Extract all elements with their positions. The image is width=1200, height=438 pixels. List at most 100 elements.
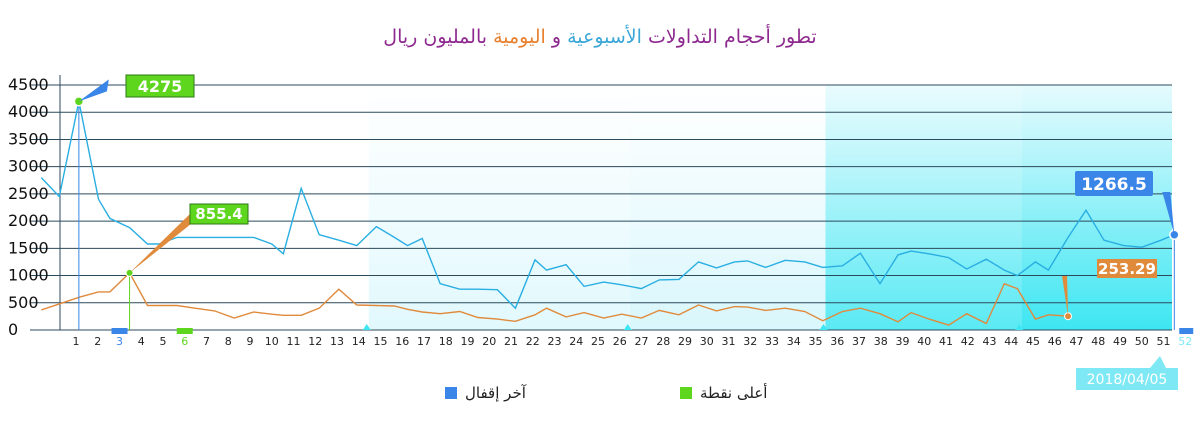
band-marker xyxy=(362,324,371,330)
background-band xyxy=(825,85,1022,330)
x-tick-label: 17 xyxy=(417,335,431,348)
last-weekly-box xyxy=(1075,171,1153,196)
x-tick-label: 11 xyxy=(287,335,301,348)
peak-weekly-box xyxy=(125,74,195,98)
peak-weekly-pointer xyxy=(78,79,109,102)
x-tick-label: 28 xyxy=(656,335,670,348)
background-band xyxy=(368,85,630,330)
y-tick-label: 3500 xyxy=(8,129,49,148)
peak-weekly-label: 4275 xyxy=(138,77,183,96)
x-tick-label: 36 xyxy=(830,335,844,348)
legend-highest-point: أعلى نقطة xyxy=(680,384,767,402)
x-tick-label: 51 xyxy=(1157,335,1171,348)
x-tick-label: 19 xyxy=(461,335,475,348)
plot-background xyxy=(368,85,1172,330)
x-tick-label: 8 xyxy=(225,335,232,348)
x-tick-label: 41 xyxy=(939,335,953,348)
x-tick-label: 7 xyxy=(203,335,210,348)
peak-daily-box xyxy=(189,203,249,225)
week6-marker xyxy=(176,328,193,334)
y-tick-label: 1000 xyxy=(8,266,49,285)
x-axis: 1 2 3 4 5 6 7 8 9 10 11 12 13 14 15 16 17 18 19 20 21 22 23 24 2… xyxy=(73,324,1194,348)
date-label: 2018/04/05 xyxy=(1087,372,1168,388)
legend-label-last-close: آخر إقفال xyxy=(465,384,526,402)
x-tick-label: 42 xyxy=(961,335,975,348)
x-tick-label: 33 xyxy=(765,335,779,348)
week52-marker xyxy=(1179,328,1194,334)
x-tick-label: 3 xyxy=(116,335,123,348)
x-tick-label: 25 xyxy=(591,335,605,348)
x-tick-label: 29 xyxy=(678,335,692,348)
band-marker xyxy=(1015,324,1024,330)
x-tick-label: 47 xyxy=(1070,335,1084,348)
x-tick-label: 49 xyxy=(1113,335,1127,348)
title-part-3: و xyxy=(551,26,562,48)
y-tick-label: 3000 xyxy=(8,157,49,176)
x-tick-label: 26 xyxy=(613,335,627,348)
x-tick-label: 9 xyxy=(247,335,254,348)
x-tick-label: 44 xyxy=(1004,335,1018,348)
title-part-5: بالمليون ريال xyxy=(383,26,488,48)
x-tick-label: 43 xyxy=(983,335,997,348)
x-tick-label: 39 xyxy=(896,335,910,348)
band-marker xyxy=(819,324,828,330)
peak-daily-label: 855.4 xyxy=(195,205,242,223)
x-tick-label: 37 xyxy=(852,335,866,348)
x-tick-label: 35 xyxy=(809,335,823,348)
background-band xyxy=(629,85,826,330)
week3-marker xyxy=(111,328,128,334)
background-band xyxy=(1021,85,1172,330)
y-tick-label: 4500 xyxy=(8,75,49,94)
x-tick-label: 20 xyxy=(482,335,496,348)
y-tick-label: 4000 xyxy=(8,102,49,121)
x-tick-label: 50 xyxy=(1135,335,1149,348)
x-tick-label: 38 xyxy=(874,335,888,348)
last-weekly-pointer xyxy=(1162,192,1175,235)
title-part-1: تطور أحجام التداولات xyxy=(647,26,817,48)
legend-swatch-blue xyxy=(445,387,457,399)
x-tick-label: 40 xyxy=(917,335,931,348)
x-tick-label: 31 xyxy=(722,335,736,348)
y-tick-label: 2500 xyxy=(8,184,49,203)
x-tick-label: 46 xyxy=(1048,335,1062,348)
x-tick-label: 22 xyxy=(526,335,540,348)
title-part-4: اليومية xyxy=(493,26,546,48)
x-tick-label: 30 xyxy=(700,335,714,348)
x-tick-label: 12 xyxy=(308,335,322,348)
x-tick-label: 24 xyxy=(569,335,583,348)
peak-daily-pointer xyxy=(129,212,196,273)
last-daily-pointer xyxy=(1062,276,1069,317)
y-tick-label: 1500 xyxy=(8,238,49,257)
date-box-pointer xyxy=(1150,356,1166,368)
x-tick-label: 5 xyxy=(160,335,167,348)
x-tick-label: 52 xyxy=(1178,335,1192,348)
title-part-2: الأسبوعية xyxy=(567,26,642,48)
last-daily-label: 253.29 xyxy=(1098,260,1156,278)
last-daily-box xyxy=(1097,259,1157,278)
x-tick-label: 45 xyxy=(1026,335,1040,348)
x-tick-label: 10 xyxy=(265,335,279,348)
x-tick-label: 4 xyxy=(138,335,145,348)
grid: 0 500 1000 1500 2000 2500 3000 3500 4000 4500 xyxy=(8,75,1172,339)
x-tick-label: 14 xyxy=(352,335,366,348)
series-weekly-line xyxy=(40,101,1175,310)
series-daily-line xyxy=(41,271,1069,326)
x-tick-label: 2 xyxy=(94,335,101,348)
band-marker xyxy=(623,324,632,330)
x-tick-label: 15 xyxy=(374,335,388,348)
legend-last-close: آخر إقفال xyxy=(445,384,526,402)
x-tick-label: 32 xyxy=(743,335,757,348)
last-weekly-label: 1266.5 xyxy=(1081,175,1147,195)
x-tick-label: 23 xyxy=(548,335,562,348)
x-tick-label: 13 xyxy=(330,335,344,348)
x-tick-label: 48 xyxy=(1091,335,1105,348)
x-tick-label: 16 xyxy=(395,335,409,348)
x-tick-label: 34 xyxy=(787,335,801,348)
x-tick-label: 1 xyxy=(73,335,80,348)
x-tick-label: 27 xyxy=(635,335,649,348)
chart-title: تطور أحجام التداولات الأسبوعية و اليومية… xyxy=(0,26,1200,48)
legend-label-highest-point: أعلى نقطة xyxy=(700,384,768,402)
y-tick-label: 500 xyxy=(8,293,39,312)
